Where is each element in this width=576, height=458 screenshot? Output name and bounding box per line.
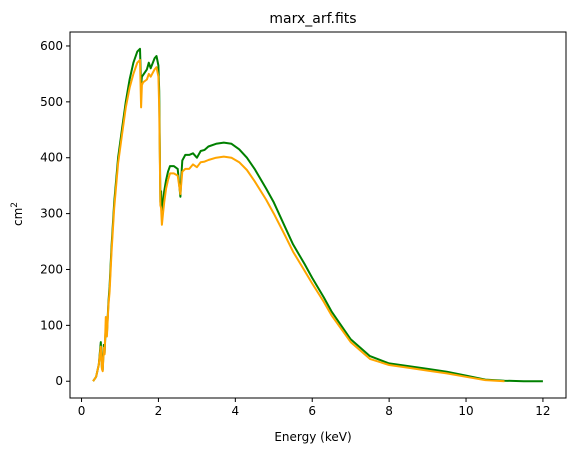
x-tick-label: 0 (78, 404, 86, 418)
y-tick-label: 300 (40, 207, 63, 221)
series-line-2 (92, 58, 505, 383)
x-tick-label: 12 (535, 404, 550, 418)
chart-title: marx_arf.fits (269, 11, 356, 27)
x-tick-label: 4 (232, 404, 240, 418)
y-tick-label: 600 (40, 39, 63, 53)
x-axis-title: Energy (keV) (274, 430, 351, 444)
y-tick-label: 0 (55, 374, 63, 388)
x-tick-label: 6 (308, 404, 316, 418)
y-tick-label: 100 (40, 318, 63, 332)
plot-frame (69, 31, 567, 399)
series-layer (92, 47, 543, 383)
y-axis: 0 100 200 300 400 500 600 (40, 39, 70, 388)
x-tick-label: 10 (458, 404, 473, 418)
y-tick-label: 400 (40, 151, 63, 165)
y-tick-label: 500 (40, 95, 63, 109)
y-axis-title-exponent: 2 (10, 202, 20, 208)
y-axis-title-base: cm (11, 208, 25, 226)
y-axis-title: cm2 (10, 202, 25, 226)
x-tick-label: 2 (155, 404, 163, 418)
x-axis: 0 2 4 6 8 10 12 (78, 398, 551, 418)
x-tick-label: 8 (385, 404, 393, 418)
y-tick-label: 200 (40, 262, 63, 276)
